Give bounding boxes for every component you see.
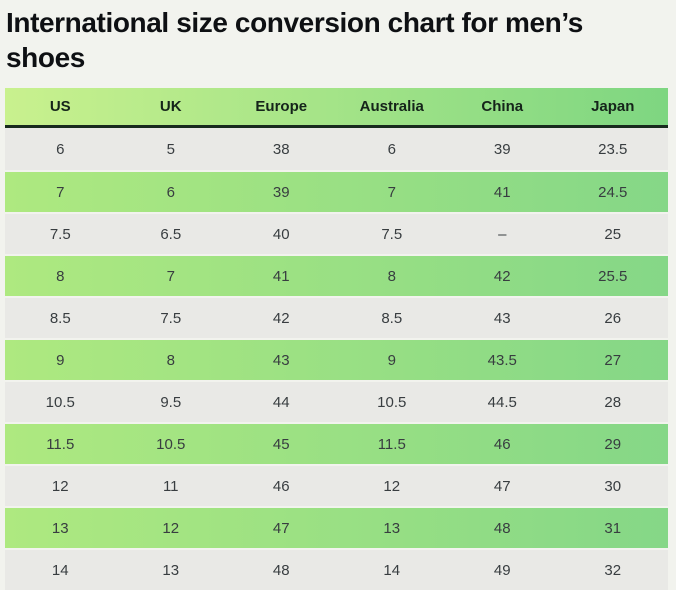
column-header-uk: UK [159, 98, 182, 115]
table-cell: 14 [383, 561, 401, 579]
table-cell: 11 [162, 477, 179, 495]
table-cell: 41 [493, 183, 511, 201]
table-cell: 10.5 [156, 435, 186, 453]
table-cell: 41 [272, 267, 290, 285]
table-header-row: US UK Europe Australia China Japan [5, 88, 668, 128]
table-cell: 49 [493, 561, 511, 579]
table-cell: 9 [387, 351, 396, 369]
table-cell: 26 [604, 309, 622, 327]
table-cell: 48 [493, 519, 511, 537]
table-cell: 48 [272, 561, 290, 579]
table-cell: 8.5 [381, 309, 403, 327]
table-row: 13 12 47 13 48 31 [5, 506, 668, 548]
table-cell: – [498, 225, 507, 243]
table-cell: 47 [493, 477, 511, 495]
table-cell: 29 [604, 435, 622, 453]
table-cell: 11.5 [377, 435, 406, 453]
table-cell: 8.5 [49, 309, 71, 327]
table-cell: 38 [272, 140, 290, 158]
table-cell: 7 [166, 267, 175, 285]
table-cell: 7.5 [160, 309, 182, 327]
column-header-china: China [481, 98, 524, 115]
table-cell: 42 [272, 309, 290, 327]
table-cell: 13 [162, 561, 180, 579]
table-cell: 13 [51, 519, 69, 537]
table-row: 9 8 43 9 43.5 27 [5, 338, 668, 380]
table-cell: 7 [387, 183, 396, 201]
table-row: 14 13 48 14 49 32 [5, 548, 668, 590]
table-cell: 12 [162, 519, 180, 537]
table-cell: 8 [387, 267, 396, 285]
table-cell: 10.5 [45, 393, 75, 411]
table-cell: 39 [493, 140, 511, 158]
table-cell: 6 [166, 183, 175, 201]
table-cell: 14 [51, 561, 69, 579]
table-cell: 44.5 [487, 393, 517, 411]
table-cell: 7.5 [49, 225, 71, 243]
table-row: 8 7 41 8 42 25.5 [5, 254, 668, 296]
table-cell: 11.5 [46, 435, 75, 453]
table-cell: 46 [493, 435, 511, 453]
table-row: 7 6 39 7 41 24.5 [5, 170, 668, 212]
column-header-us: US [49, 98, 71, 115]
table-cell: 47 [272, 519, 290, 537]
table-body: 6 5 38 6 39 23.5 7 6 39 7 41 24.5 7.5 6.5 40 7.5 – 25 8 7 41… [5, 128, 668, 590]
table-cell: 27 [604, 351, 622, 369]
table-cell: 42 [493, 267, 511, 285]
table-row: 10.5 9.5 44 10.5 44.5 28 [5, 380, 668, 422]
table-cell: 6 [56, 140, 65, 158]
table-cell: 8 [56, 267, 65, 285]
page-title: International size conversion chart for … [6, 7, 583, 73]
table-cell: 9.5 [160, 393, 182, 411]
table-cell: 31 [604, 519, 622, 537]
table-row: 6 5 38 6 39 23.5 [5, 128, 668, 170]
table-cell: 43.5 [487, 351, 517, 369]
column-header-australia: Australia [359, 98, 424, 115]
column-header-japan: Japan [591, 98, 635, 115]
table-cell: 25.5 [598, 267, 628, 285]
table-cell: 6.5 [160, 225, 182, 243]
table-cell: 40 [272, 225, 290, 243]
table-row: 11.5 10.5 45 11.5 46 29 [5, 422, 668, 464]
table-cell: 9 [56, 351, 65, 369]
table-row: 7.5 6.5 40 7.5 – 25 [5, 212, 668, 254]
table-cell: 7 [56, 183, 65, 201]
table-cell: 10.5 [377, 393, 407, 411]
table-cell: 43 [493, 309, 511, 327]
table-row: 8.5 7.5 42 8.5 43 26 [5, 296, 668, 338]
table-cell: 12 [383, 477, 401, 495]
table-cell: 32 [604, 561, 622, 579]
table-cell: 5 [166, 140, 175, 158]
table-cell: 13 [383, 519, 401, 537]
size-conversion-table: US UK Europe Australia China Japan 6 5 38 6 39 23.… [5, 88, 668, 590]
table-row: 12 11 46 12 47 30 [5, 464, 668, 506]
table-cell: 39 [272, 183, 290, 201]
table-cell: 28 [604, 393, 622, 411]
column-header-europe: Europe [255, 98, 308, 115]
table-cell: 30 [604, 477, 622, 495]
table-cell: 44 [272, 393, 290, 411]
table-cell: 23.5 [598, 140, 628, 158]
table-cell: 12 [51, 477, 69, 495]
table-cell: 43 [272, 351, 290, 369]
table-cell: 6 [387, 140, 396, 158]
table-cell: 24.5 [598, 183, 628, 201]
table-cell: 7.5 [381, 225, 403, 243]
table-cell: 45 [272, 435, 290, 453]
table-cell: 46 [272, 477, 290, 495]
table-cell: 25 [604, 225, 622, 243]
table-cell: 8 [166, 351, 175, 369]
